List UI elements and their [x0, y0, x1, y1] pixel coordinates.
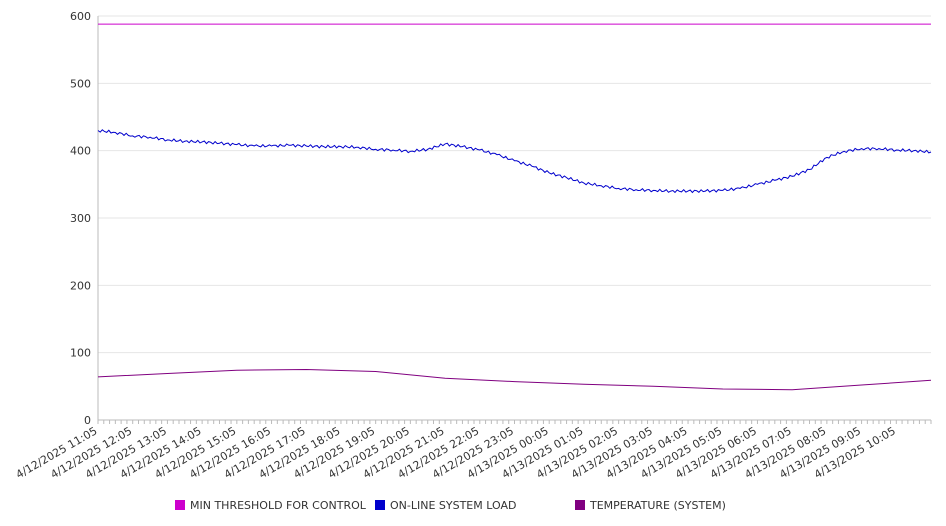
- grid-lines: [98, 15, 931, 354]
- legend-label: TEMPERATURE (SYSTEM): [589, 499, 726, 512]
- y-tick-label: 300: [70, 212, 91, 225]
- legend-label: ON-LINE SYSTEM LOAD: [390, 499, 516, 512]
- y-tick-label: 600: [70, 10, 91, 23]
- series-lines: [97, 23, 932, 391]
- series-line: [97, 129, 932, 194]
- series-line: [97, 368, 932, 391]
- legend-swatch: [575, 500, 585, 510]
- y-tick-label: 400: [70, 145, 91, 158]
- legend-label: MIN THRESHOLD FOR CONTROL: [190, 499, 367, 512]
- legend: MIN THRESHOLD FOR CONTROL ON-LINE SYSTEM …: [175, 499, 726, 512]
- legend-swatch: [175, 500, 185, 510]
- y-tick-label: 100: [70, 347, 91, 360]
- y-tick-label: 500: [70, 77, 91, 90]
- legend-swatch: [375, 500, 385, 510]
- y-tick-label: 0: [84, 414, 91, 427]
- y-tick-label: 200: [70, 279, 91, 292]
